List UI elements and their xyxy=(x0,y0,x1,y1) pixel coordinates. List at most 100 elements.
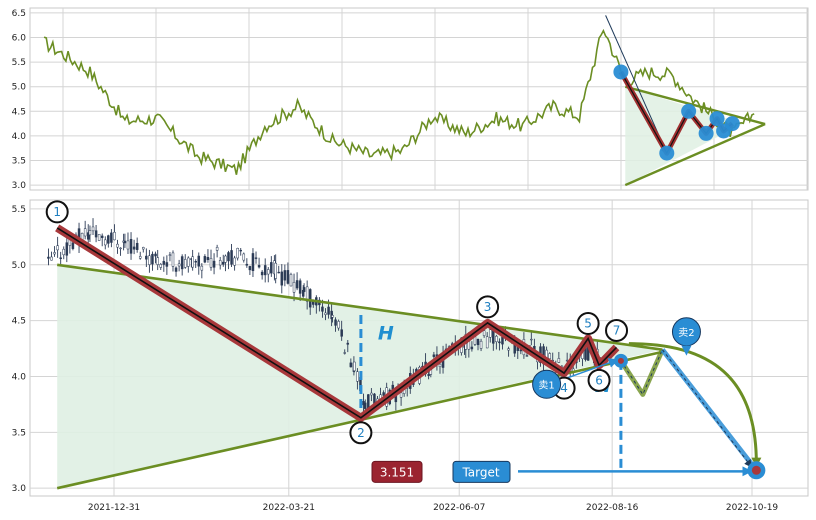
candle-body xyxy=(356,371,359,382)
height-label-left: H xyxy=(378,323,394,345)
wave-point-label: 2 xyxy=(357,426,365,440)
candle-body xyxy=(488,329,492,338)
candle-body xyxy=(97,234,101,241)
overview-wave-point xyxy=(613,64,629,80)
candle-body xyxy=(206,257,210,261)
candle-body xyxy=(343,352,346,354)
candle-body xyxy=(427,374,430,376)
candle-body xyxy=(203,256,207,263)
candle-body xyxy=(485,336,489,349)
target-price-box xyxy=(371,460,423,483)
candle-body xyxy=(145,255,148,260)
candle-body xyxy=(47,256,50,259)
candle-body xyxy=(286,270,290,284)
candle-body xyxy=(501,336,504,345)
wave-point-label: 7 xyxy=(613,323,621,337)
wave-point-marker xyxy=(605,318,629,342)
candle-body xyxy=(289,274,293,287)
overview-wave-point xyxy=(698,125,714,141)
candle-body xyxy=(168,254,172,256)
projection-dotted xyxy=(620,349,663,396)
wave-point-label: 4 xyxy=(560,381,568,395)
overview-y-tick: 4.0 xyxy=(12,132,27,142)
breakout-point-core xyxy=(617,357,624,364)
candle-body xyxy=(334,319,337,326)
candle-body xyxy=(174,267,178,272)
wave-point-marker xyxy=(587,368,611,392)
overview-y-tick: 5.0 xyxy=(12,83,27,93)
wave-point-marker xyxy=(476,295,500,319)
candle-body xyxy=(498,341,501,344)
candle-body xyxy=(148,255,151,265)
main-x-tick: 2022-06-07 xyxy=(433,503,485,513)
candle-body xyxy=(183,259,187,268)
candle-body xyxy=(270,262,273,274)
overview-y-tick: 5.5 xyxy=(12,58,26,68)
candle-body xyxy=(507,348,510,351)
overview-upper-trendline xyxy=(624,85,766,126)
main-x-tick: 2022-03-21 xyxy=(263,503,315,513)
candle-body xyxy=(251,253,255,272)
candle-body xyxy=(215,247,219,251)
candle-body xyxy=(321,306,324,312)
candle-body xyxy=(94,230,98,238)
candle-body xyxy=(194,261,197,263)
candle-body xyxy=(88,230,92,236)
candle-body xyxy=(242,253,246,261)
target-point-core xyxy=(751,465,761,475)
candle-body xyxy=(302,287,306,292)
sell1-arrow xyxy=(560,358,619,382)
target-box xyxy=(452,460,511,483)
projection-down-arrow xyxy=(662,349,753,468)
candle-body xyxy=(495,335,498,342)
candle-body xyxy=(187,257,190,267)
candle-body xyxy=(260,271,264,276)
overview-wave-point xyxy=(681,103,697,119)
overview-y-tick: 6.5 xyxy=(12,9,26,19)
main-x-tick: 2022-10-19 xyxy=(726,503,779,513)
sell-signal-2-label: 卖2 xyxy=(678,327,694,339)
candle-body xyxy=(277,271,280,274)
candle-body xyxy=(212,260,216,268)
candle-body xyxy=(432,354,436,357)
candle-body xyxy=(126,240,130,250)
candle-body xyxy=(221,261,225,265)
overview-wave-point xyxy=(724,116,740,132)
candle-body xyxy=(116,243,119,248)
sell-signal-1 xyxy=(532,369,562,399)
candle-body xyxy=(370,392,373,396)
candle-body xyxy=(151,253,154,265)
candle-body xyxy=(263,265,267,276)
candle-body xyxy=(308,289,312,308)
candle-body xyxy=(530,338,533,341)
candle-body xyxy=(331,315,334,318)
candle-body xyxy=(438,363,442,367)
wave-line xyxy=(56,227,618,419)
overview-y-tick: 3.5 xyxy=(12,156,26,166)
overview-wave-point xyxy=(709,111,725,127)
wave-point-label: 1 xyxy=(53,205,61,219)
candle-body xyxy=(218,260,222,266)
candle-body xyxy=(267,269,270,275)
candle-body xyxy=(110,232,113,243)
main-y-tick: 4.5 xyxy=(12,317,26,327)
candle-body xyxy=(257,265,261,268)
candle-body xyxy=(129,238,133,254)
candle-body xyxy=(154,253,157,257)
wave-point-label: 3 xyxy=(484,300,492,314)
candle-body xyxy=(71,242,75,249)
candle-body xyxy=(239,249,242,252)
overview-y-tick: 4.5 xyxy=(12,107,26,117)
candle-body xyxy=(165,262,169,267)
candle-body xyxy=(171,252,175,267)
candle-body xyxy=(50,256,53,261)
main-y-tick: 3.5 xyxy=(12,428,26,438)
main-y-tick: 5.0 xyxy=(12,261,27,271)
candle-body xyxy=(142,247,145,250)
candle-body xyxy=(135,242,139,250)
candle-body xyxy=(100,235,104,238)
candlestick-panel: 5.5 5.0 4.5 4.0 3.5 3.0 2021-12-31 2022-03-21 20… xyxy=(12,199,809,513)
candle-body xyxy=(209,258,213,268)
sell-signal-1-label: 卖1 xyxy=(538,379,554,391)
candle-body xyxy=(305,286,309,302)
